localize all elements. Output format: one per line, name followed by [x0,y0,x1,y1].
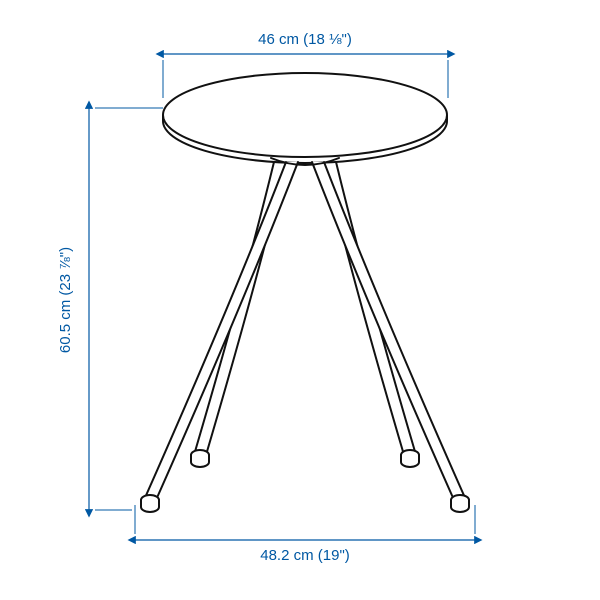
dimension-label: 60.5 cm (23 ⅞") [57,247,74,353]
product-outline [141,73,469,512]
dimension-label: 48.2 cm (19") [260,547,350,564]
dimension-label: 46 cm (18 ⅛") [258,31,352,48]
table-top [163,73,447,157]
dimension-diagram: 46 cm (18 ⅛") 48.2 cm (19") 60.5 cm (23 ⅞"… [0,0,600,600]
